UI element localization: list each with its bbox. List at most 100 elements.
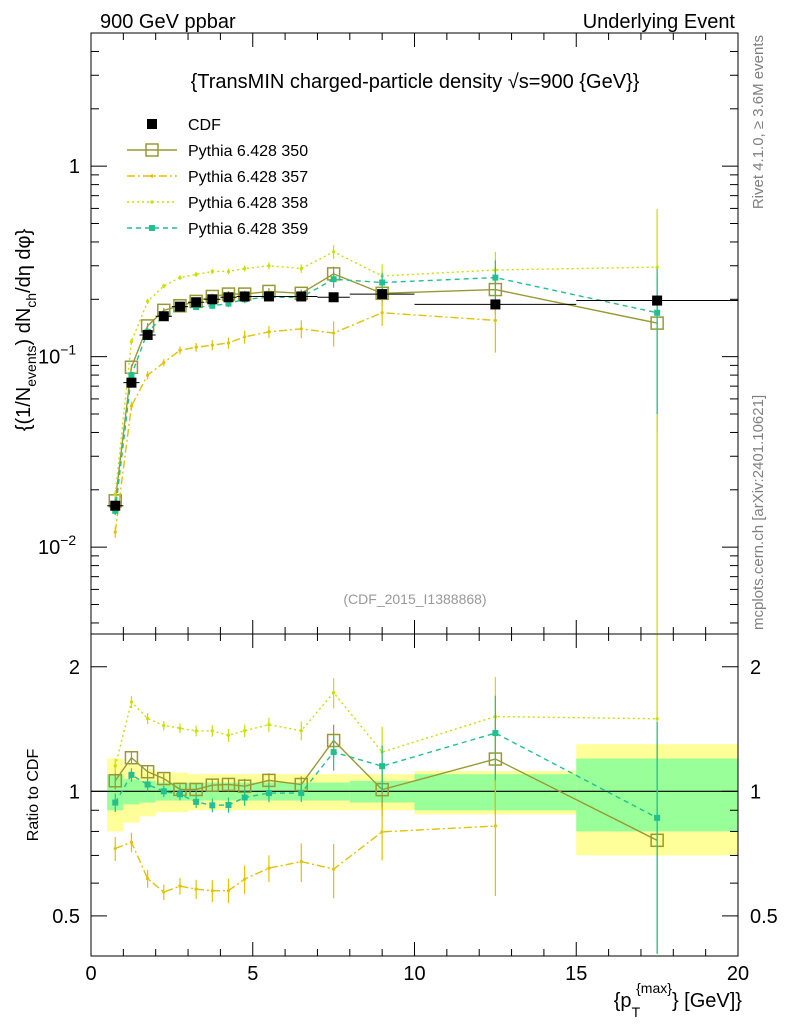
cdf-data-point xyxy=(174,301,185,312)
series-2-ratio-point xyxy=(113,846,117,851)
series-4-point xyxy=(379,279,386,286)
series-2-point xyxy=(178,348,182,352)
series-3-point xyxy=(194,272,198,277)
x-tick-label: 15 xyxy=(565,963,587,985)
series-2-point xyxy=(226,341,231,345)
series-3-point xyxy=(243,266,247,271)
cdf-data-point xyxy=(223,292,234,303)
series-3-point xyxy=(162,284,166,288)
legend-marker-1 xyxy=(145,143,159,157)
series-2-point xyxy=(493,318,497,322)
cdf-data-point xyxy=(126,377,137,388)
series-3-ratio-point xyxy=(332,691,336,695)
series-3-point xyxy=(267,264,271,268)
series-4-point xyxy=(209,302,216,309)
series-3-ratio-point xyxy=(243,729,247,733)
series-2-line xyxy=(114,312,496,533)
series-4-ratio-point xyxy=(654,814,661,821)
series-2-point xyxy=(194,345,198,349)
axes-layer: 0 5 10 15 20 1 10−1 10−2 2 2 1 1 0.5 0.5 xyxy=(38,32,778,985)
cdf-data-point xyxy=(490,299,501,310)
series-2-ratio-point xyxy=(178,884,182,888)
series-1-ratio-point xyxy=(221,777,236,792)
series-1-ratio-point xyxy=(124,750,139,765)
series-2-ratio-point xyxy=(493,824,497,828)
series-3-ratio-point xyxy=(178,726,182,730)
series-3-point xyxy=(299,266,303,271)
cdf-data-point xyxy=(191,297,202,308)
series-4-point xyxy=(492,274,499,281)
cdf-data-point xyxy=(158,311,169,322)
series-1-ratio-point xyxy=(189,782,203,797)
y-tick-label: 1 xyxy=(69,156,80,178)
series-2-point xyxy=(380,311,384,315)
x-tick-label: 5 xyxy=(247,963,258,985)
series-2-point xyxy=(146,373,150,377)
legend-label: Pythia 6.428 357 xyxy=(188,169,308,186)
series-2-point xyxy=(243,335,247,339)
ratio-y-axis-label: Ratio to CDF xyxy=(25,749,42,842)
series-2-ratio-line xyxy=(115,825,496,893)
series-4-ratio-point xyxy=(379,763,386,770)
series-2-ratio-point xyxy=(267,866,271,870)
legend-label: Pythia 6.428 359 xyxy=(188,221,308,238)
series-3-ratio-point xyxy=(299,729,303,733)
series-2-point xyxy=(162,361,166,365)
series-4-ratio-point xyxy=(128,771,135,778)
chart-title: {TransMIN charged-particle density √s=90… xyxy=(191,71,640,93)
series-4-line xyxy=(114,276,658,511)
series-3-ratio-point xyxy=(226,733,231,737)
x-tick-label: 10 xyxy=(403,963,425,985)
series-2-point xyxy=(267,330,271,334)
y-axis-label: {(1/Nevents) dNch/dη dφ} xyxy=(13,228,39,431)
cdf-data-point xyxy=(239,291,250,302)
legend-marker-3 xyxy=(150,200,154,204)
series-1-ratio-point xyxy=(108,774,123,788)
cdf-data-point xyxy=(263,291,274,302)
series-2-ratio-point xyxy=(146,876,150,881)
series-3-ratio-point xyxy=(113,764,117,768)
series-3-point xyxy=(178,275,182,280)
header-right: Underlying Event xyxy=(583,11,736,33)
series-2-ratio-point xyxy=(162,890,166,894)
series-4-ratio-point xyxy=(225,801,232,808)
ratio-y-tick-label-right: 2 xyxy=(750,657,761,679)
series-3-point xyxy=(655,265,659,269)
series-4-point xyxy=(654,309,661,316)
series-2-ratio-point xyxy=(194,887,198,891)
ratio-y-tick-label-right: 0.5 xyxy=(750,906,778,928)
legend-label: Pythia 6.428 350 xyxy=(188,143,308,160)
y-tick-label: 10−2 xyxy=(38,532,76,559)
series-2-ratio-point xyxy=(332,867,336,871)
legend-marker-4 xyxy=(149,225,155,231)
side-label-mcplots: mcplots.cern.ch [arXiv:2401.10621] xyxy=(750,395,767,630)
legend-label: Pythia 6.428 358 xyxy=(188,195,308,212)
series-3-ratio-point xyxy=(655,717,659,721)
series-3-ratio-point xyxy=(210,729,214,733)
series-3-line xyxy=(114,251,658,495)
x-axis-label: {pT{max}} [GeV]} xyxy=(614,980,743,1020)
series-4-ratio-point xyxy=(193,798,200,805)
series-3-point xyxy=(129,339,134,344)
series-2-ratio-point xyxy=(226,888,231,893)
ratio-y-tick-label-left: 2 xyxy=(69,657,80,679)
series-3-ratio-point xyxy=(267,723,271,727)
legend-cdf-marker xyxy=(147,119,157,129)
series-1-ratio-point xyxy=(157,771,171,786)
cdf-data-point xyxy=(652,295,663,306)
y-tick-label: 10−1 xyxy=(38,342,76,369)
series-1-ratio-point xyxy=(140,764,155,779)
series-2-ratio-point xyxy=(299,860,303,864)
series-3-ratio-point xyxy=(162,723,166,728)
analysis-watermark: (CDF_2015_I1388868) xyxy=(343,591,486,607)
ratio-y-tick-label-left: 1 xyxy=(69,781,80,803)
series-4-point xyxy=(225,300,232,307)
series-1-ratio-point xyxy=(205,778,220,792)
ratio-band-stat xyxy=(107,774,124,811)
side-label-rivet: Rivet 4.1.0, ≥ 3.6M events xyxy=(750,35,767,209)
ratio-band-layer xyxy=(91,744,738,856)
series-3-point xyxy=(210,269,214,274)
main-panel-content xyxy=(107,209,738,634)
legend-marker-2 xyxy=(150,174,154,178)
